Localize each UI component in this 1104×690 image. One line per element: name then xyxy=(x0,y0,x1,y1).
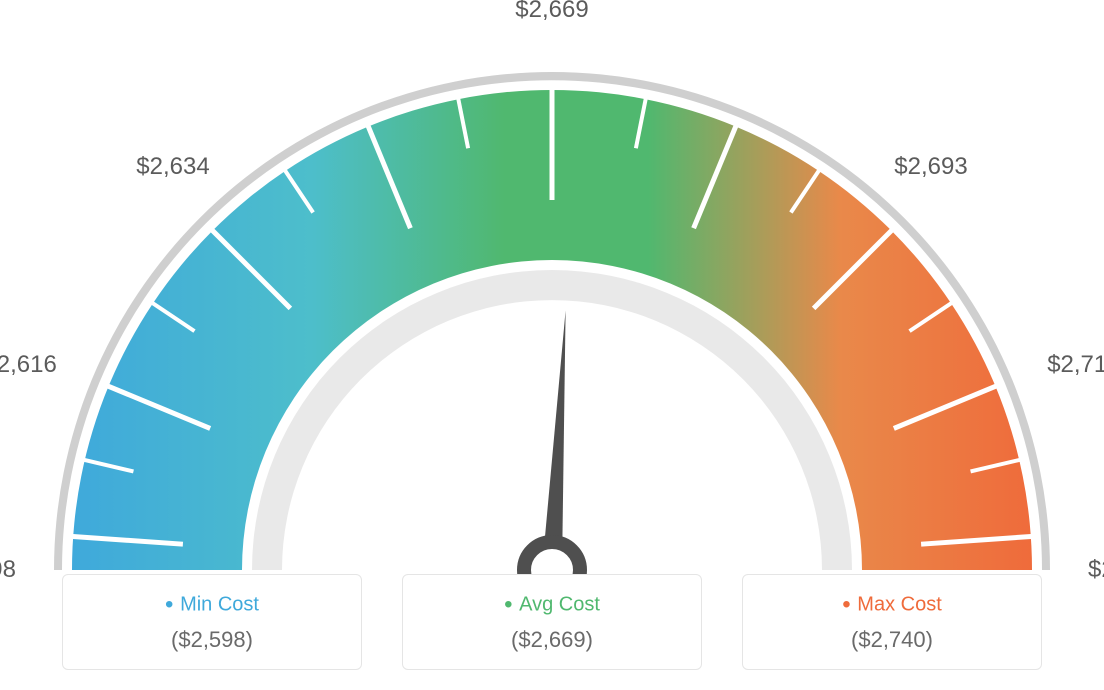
gauge-chart: $2,598$2,616$2,634$2,669$2,693$2,717$2,7… xyxy=(0,0,1104,560)
legend-title-max: Max Cost xyxy=(767,591,1017,619)
gauge-needle xyxy=(542,310,566,570)
legend-card-avg: Avg Cost ($2,669) xyxy=(402,574,702,670)
legend-value-avg: ($2,669) xyxy=(427,627,677,653)
gauge-svg xyxy=(0,40,1104,600)
gauge-tick-label: $2,669 xyxy=(515,0,588,24)
legend-card-min: Min Cost ($2,598) xyxy=(62,574,362,670)
gauge-tick-label: $2,717 xyxy=(1047,351,1104,379)
gauge-tick-label: $2,616 xyxy=(0,351,57,379)
legend-card-max: Max Cost ($2,740) xyxy=(742,574,1042,670)
legend-row: Min Cost ($2,598) Avg Cost ($2,669) Max Cost… xyxy=(62,574,1042,670)
legend-title-min: Min Cost xyxy=(87,591,337,619)
gauge-tick-label: $2,598 xyxy=(0,556,16,584)
gauge-tick-label: $2,693 xyxy=(894,153,967,181)
gauge-tick-label: $2,740 xyxy=(1088,556,1104,584)
legend-value-max: ($2,740) xyxy=(767,627,1017,653)
legend-title-avg: Avg Cost xyxy=(427,591,677,619)
gauge-tick-label: $2,634 xyxy=(136,153,209,181)
legend-value-min: ($2,598) xyxy=(87,627,337,653)
